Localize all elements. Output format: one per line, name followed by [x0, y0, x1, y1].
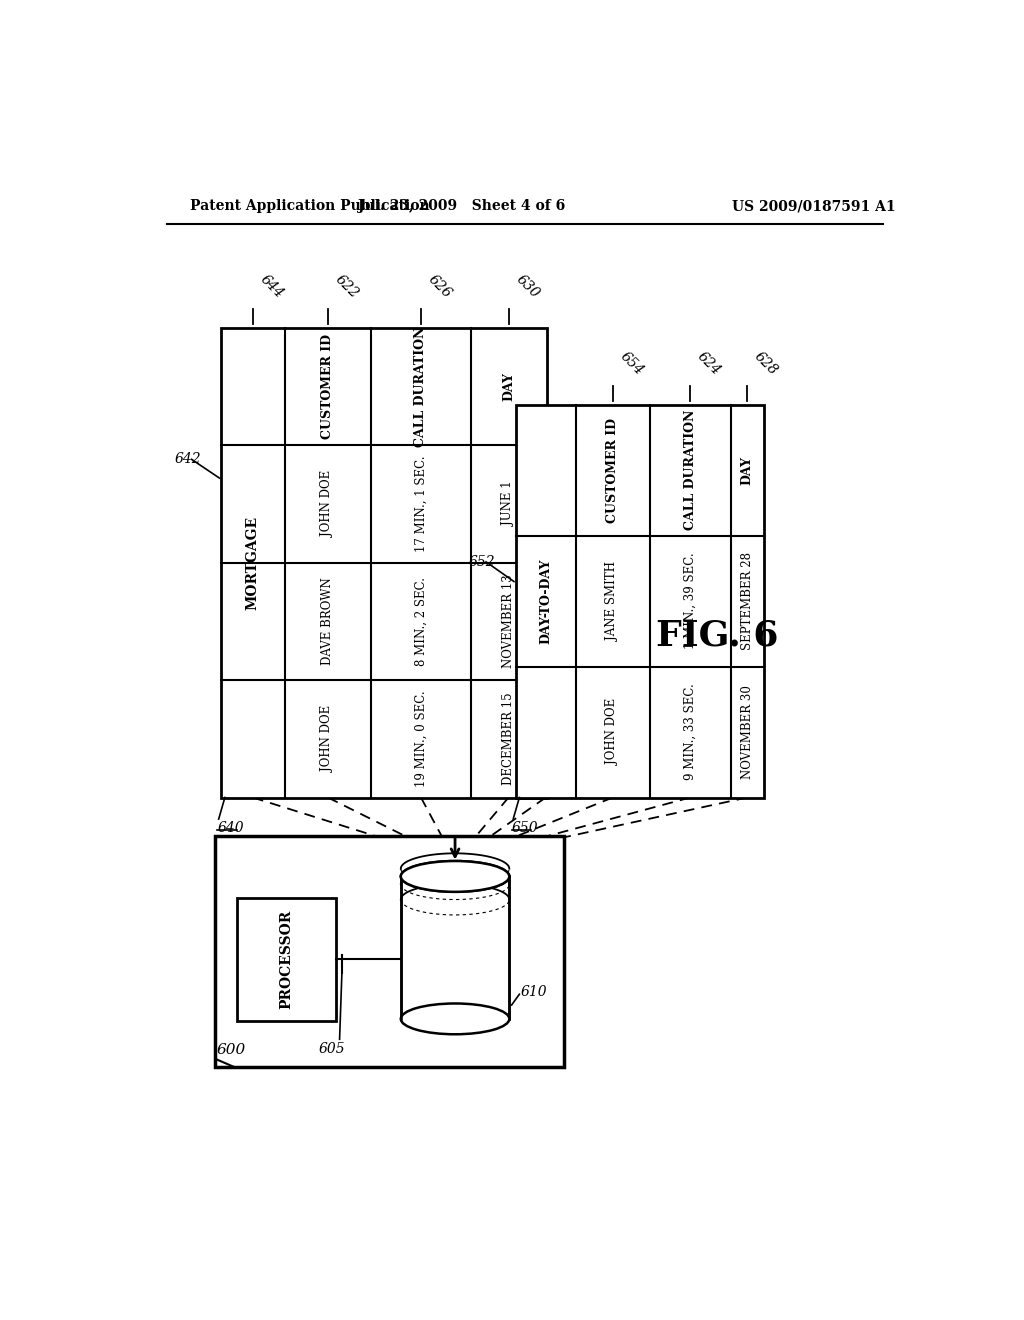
Text: 8 MIN., 2 SEC.: 8 MIN., 2 SEC.	[415, 577, 427, 665]
Text: 640: 640	[217, 821, 244, 834]
Text: DAY-TO-DAY: DAY-TO-DAY	[540, 558, 552, 644]
Text: 600: 600	[216, 1043, 246, 1057]
Bar	[400, 876, 509, 1019]
Text: 626: 626	[426, 272, 455, 301]
Text: DECEMBER 15: DECEMBER 15	[502, 693, 515, 785]
Text: DAVE BROWN: DAVE BROWN	[322, 577, 335, 665]
Bar	[221, 327, 547, 797]
Ellipse shape	[400, 1003, 509, 1035]
Text: 1 MIN., 39 SEC.: 1 MIN., 39 SEC.	[684, 553, 696, 649]
Text: 622: 622	[333, 272, 361, 301]
Text: CALL DURATION: CALL DURATION	[684, 411, 696, 531]
Bar	[237, 898, 336, 1020]
Ellipse shape	[400, 861, 509, 892]
Text: 628: 628	[752, 348, 780, 378]
Text: Jul. 23, 2009   Sheet 4 of 6: Jul. 23, 2009 Sheet 4 of 6	[357, 199, 565, 213]
Text: US 2009/0187591 A1: US 2009/0187591 A1	[732, 199, 896, 213]
Text: FIG. 6: FIG. 6	[655, 619, 778, 653]
Text: 650: 650	[512, 821, 539, 834]
Text: CUSTOMER ID: CUSTOMER ID	[322, 334, 335, 440]
Text: 605: 605	[318, 1043, 345, 1056]
Text: CALL DURATION: CALL DURATION	[415, 326, 427, 446]
Text: JOHN DOE: JOHN DOE	[322, 471, 335, 537]
Text: JOHN DOE: JOHN DOE	[606, 698, 620, 766]
Text: 19 MIN., 0 SEC.: 19 MIN., 0 SEC.	[415, 690, 427, 787]
Text: MORTGAGE: MORTGAGE	[246, 516, 260, 610]
Text: JUNE 1: JUNE 1	[502, 482, 515, 527]
Text: 644: 644	[257, 272, 286, 301]
Text: 630: 630	[513, 272, 542, 301]
Text: JANE SMITH: JANE SMITH	[606, 561, 620, 640]
Text: DAY: DAY	[502, 372, 515, 401]
Text: 9 MIN., 33 SEC.: 9 MIN., 33 SEC.	[684, 684, 696, 780]
Text: 652: 652	[469, 554, 496, 569]
Text: 17 MIN., 1 SEC.: 17 MIN., 1 SEC.	[415, 455, 427, 552]
Text: NOVEMBER 30: NOVEMBER 30	[740, 685, 754, 779]
Text: JOHN DOE: JOHN DOE	[322, 706, 335, 772]
Text: 642: 642	[174, 453, 201, 466]
Text: 624: 624	[695, 348, 724, 378]
Text: NOVEMBER 13: NOVEMBER 13	[502, 574, 515, 668]
Text: PROCESSOR: PROCESSOR	[280, 909, 293, 1008]
Text: 654: 654	[617, 348, 646, 378]
Bar	[215, 836, 563, 1067]
Text: DAY: DAY	[740, 455, 754, 484]
Text: Patent Application Publication: Patent Application Publication	[190, 199, 430, 213]
Bar	[515, 405, 764, 797]
Text: 610: 610	[521, 985, 548, 999]
Ellipse shape	[400, 861, 509, 892]
Text: SEPTEMBER 28: SEPTEMBER 28	[740, 552, 754, 651]
Text: CUSTOMER ID: CUSTOMER ID	[606, 417, 620, 523]
